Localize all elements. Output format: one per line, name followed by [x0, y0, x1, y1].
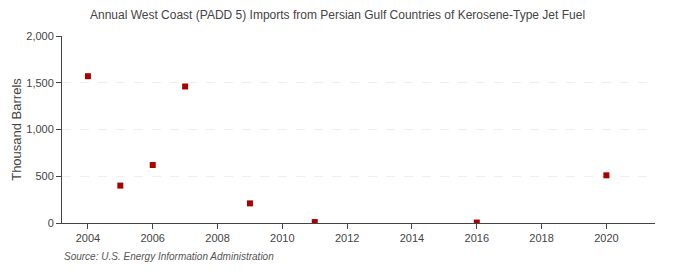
svg-text:0: 0: [48, 217, 54, 229]
svg-text:2008: 2008: [205, 232, 229, 244]
svg-text:2014: 2014: [400, 232, 424, 244]
svg-text:2020: 2020: [594, 232, 618, 244]
svg-text:1,500: 1,500: [26, 77, 54, 89]
svg-text:2018: 2018: [529, 232, 553, 244]
svg-text:2004: 2004: [76, 232, 100, 244]
svg-text:Thousand Barrels: Thousand Barrels: [9, 78, 24, 181]
svg-text:500: 500: [35, 170, 53, 182]
svg-text:2016: 2016: [465, 232, 489, 244]
svg-text:1,000: 1,000: [26, 123, 54, 135]
svg-text:Source: U.S. Energy Informatio: Source: U.S. Energy Information Administ…: [64, 251, 274, 262]
svg-text:Annual West Coast (PADD 5) Imp: Annual West Coast (PADD 5) Imports from …: [90, 8, 585, 22]
svg-text:2,000: 2,000: [26, 30, 54, 42]
svg-text:2006: 2006: [140, 232, 164, 244]
svg-text:2012: 2012: [335, 232, 359, 244]
svg-text:2010: 2010: [270, 232, 294, 244]
